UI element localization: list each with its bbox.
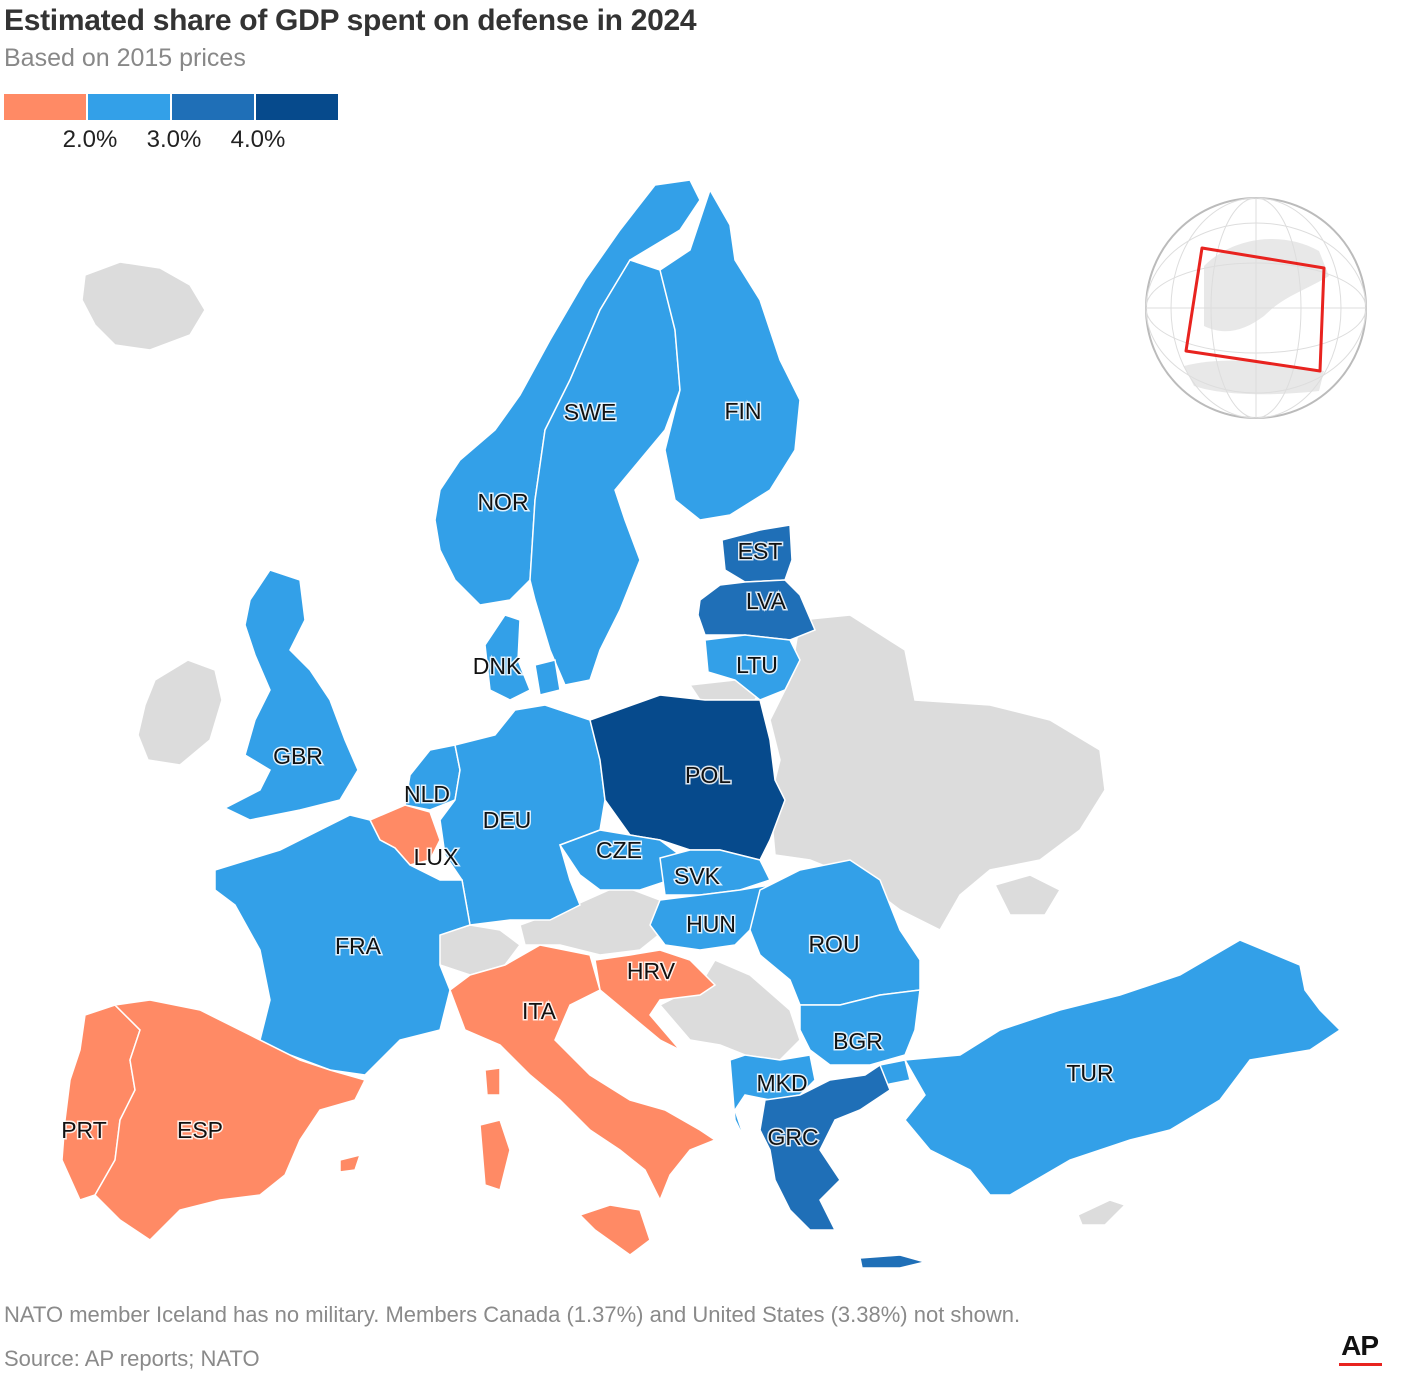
country-est <box>721 524 793 583</box>
label-fra: FRA <box>335 933 382 959</box>
country-lva <box>697 579 816 641</box>
country-dnk <box>484 614 561 701</box>
legend-swatch-2-to-3 <box>88 94 170 120</box>
legend-tick-3: 3.0% <box>146 126 202 153</box>
country-ita <box>449 944 717 1256</box>
country-fin <box>659 188 801 521</box>
label-dnk: DNK <box>473 653 522 679</box>
label-lux: LUX <box>414 844 459 870</box>
country-ireland <box>137 659 223 766</box>
country-pol <box>589 694 786 861</box>
country-svk <box>659 849 772 896</box>
label-ita: ITA <box>522 998 557 1024</box>
europe-map: NOR SWE FIN EST LVA LTU DNK GBR NLD DEU POL LUX CZE S… <box>60 179 1342 1269</box>
label-esp: ESP <box>177 1117 223 1143</box>
country-hun <box>649 884 772 951</box>
country-iceland <box>81 261 206 351</box>
country-deu <box>439 704 606 926</box>
country-switzerland <box>437 924 522 976</box>
country-nor <box>434 179 701 606</box>
globe-graticule <box>1145 197 1367 419</box>
label-ltu: LTU <box>736 652 778 678</box>
label-cze: CZE <box>596 837 642 863</box>
country-hrv <box>594 949 717 1051</box>
country-cyprus <box>1077 1199 1127 1226</box>
legend-ticks: 2.0% 3.0% 4.0% <box>4 124 338 154</box>
legend-tick-2: 2.0% <box>62 126 118 153</box>
country-grc <box>759 1063 928 1269</box>
label-prt: PRT <box>61 1117 107 1143</box>
footnote: NATO member Iceland has no military. Mem… <box>4 1302 1021 1327</box>
locator-frame <box>1184 246 1326 373</box>
color-legend: 2.0% 3.0% 4.0% <box>4 94 338 154</box>
legend-swatch-above-4 <box>256 94 338 120</box>
label-bgr: BGR <box>833 1028 883 1054</box>
label-hrv: HRV <box>627 958 676 984</box>
nato-countries <box>61 179 1342 1269</box>
label-svk: SVK <box>674 863 721 889</box>
label-lva: LVA <box>746 588 787 614</box>
label-nld: NLD <box>404 781 450 807</box>
legend-tick-4: 4.0% <box>230 126 286 153</box>
label-pol: POL <box>685 762 731 788</box>
country-esp <box>94 999 367 1241</box>
chart-title: Estimated share of GDP spent on defense … <box>4 4 697 37</box>
label-nor: NOR <box>477 489 528 515</box>
country-fra <box>214 814 471 1076</box>
legend-bar <box>4 94 338 120</box>
label-deu: DEU <box>483 807 532 833</box>
chart-subtitle: Based on 2015 prices <box>4 44 246 72</box>
country-bgr <box>799 989 921 1066</box>
locator-globe <box>1145 197 1367 419</box>
non-nato-countries <box>81 261 1127 1226</box>
label-grc: GRC <box>767 1124 818 1150</box>
country-crimea <box>993 874 1062 916</box>
label-mkd: MKD <box>756 1070 807 1096</box>
label-est: EST <box>738 538 783 564</box>
globe-land-south <box>1184 360 1324 395</box>
country-gbr <box>223 569 359 821</box>
label-rou: ROU <box>808 931 859 957</box>
label-swe: SWE <box>564 399 616 425</box>
legend-swatch-below-2 <box>4 94 86 120</box>
country-ltu <box>704 634 801 701</box>
source-credit: Source: AP reports; NATO <box>4 1346 260 1371</box>
legend-swatch-3-to-4 <box>172 94 254 120</box>
label-gbr: GBR <box>273 743 323 769</box>
country-labels: NOR SWE FIN EST LVA LTU DNK GBR NLD DEU POL LUX CZE S… <box>60 397 1115 1152</box>
country-swe <box>529 259 681 686</box>
label-tur: TUR <box>1066 1060 1113 1086</box>
label-hun: HUN <box>686 911 736 937</box>
country-serbia-bosnia <box>658 959 801 1061</box>
label-fin: FIN <box>724 398 761 424</box>
ap-logo: AP <box>1339 1330 1382 1366</box>
